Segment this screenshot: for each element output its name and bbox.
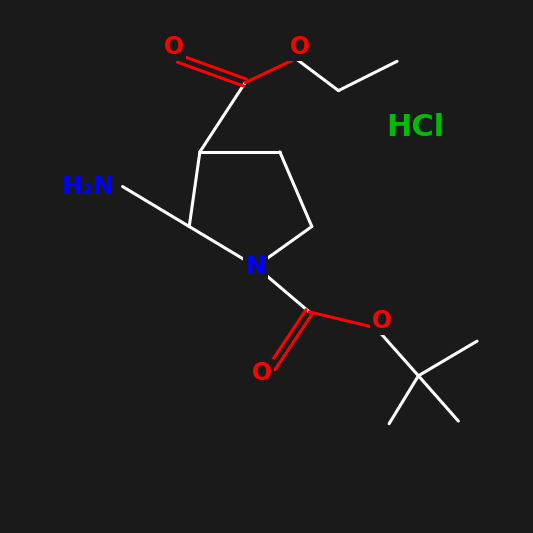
Text: HCl: HCl xyxy=(386,114,445,142)
Text: O: O xyxy=(372,309,392,334)
Text: O: O xyxy=(252,361,272,385)
Text: O: O xyxy=(290,35,310,59)
Text: O: O xyxy=(164,35,184,59)
Text: N: N xyxy=(245,254,266,279)
Text: H₂N: H₂N xyxy=(62,174,115,199)
